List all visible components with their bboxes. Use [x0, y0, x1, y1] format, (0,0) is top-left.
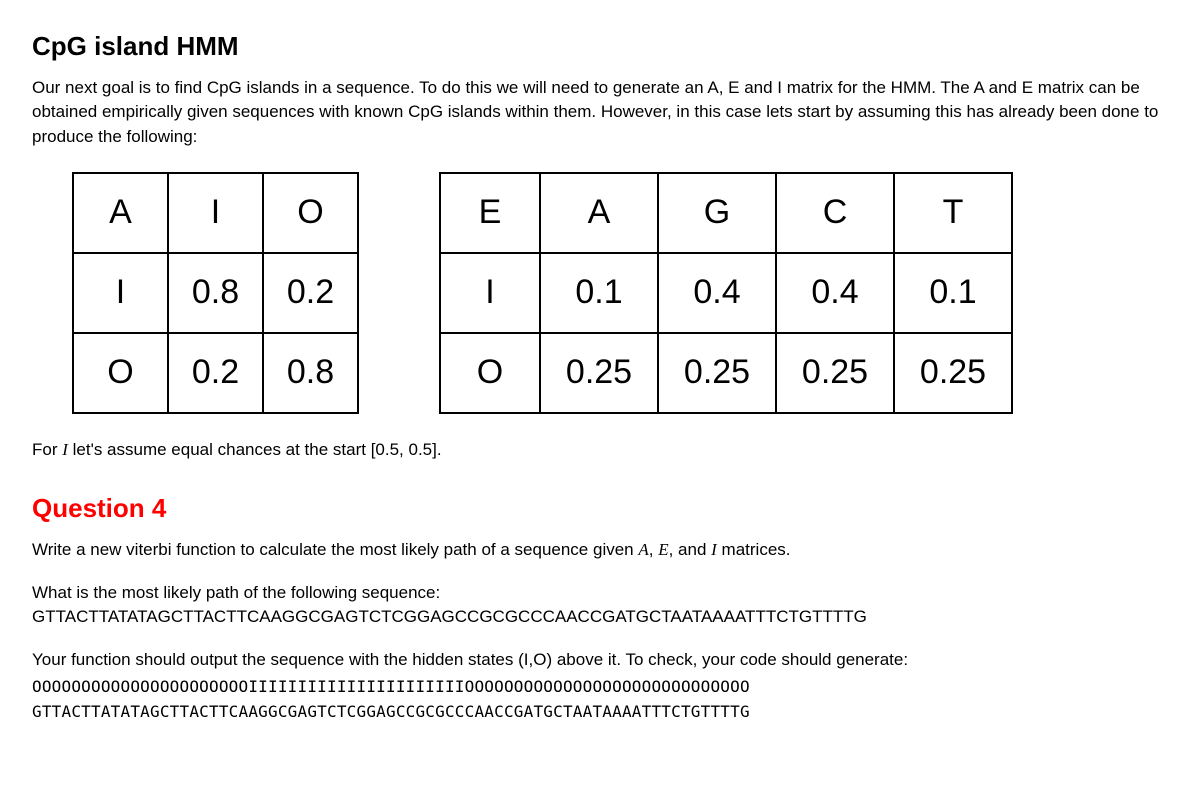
q-p3-text: Your function should output the sequence…	[32, 650, 908, 669]
a-matrix-col-1: O	[263, 173, 358, 253]
e-matrix-corner: E	[440, 173, 540, 253]
e-matrix-cell-1-0: 0.25	[540, 333, 658, 413]
e-matrix-cell-0-1: 0.4	[658, 253, 776, 333]
a-matrix-table: A I O I 0.8 0.2 O 0.2 0.8	[72, 172, 359, 414]
a-matrix-cell-0-1: 0.2	[263, 253, 358, 333]
e-matrix-col-1: G	[658, 173, 776, 253]
e-matrix-cell-1-1: 0.25	[658, 333, 776, 413]
a-matrix-cell-1-1: 0.8	[263, 333, 358, 413]
e-matrix-row-0-label: I	[440, 253, 540, 333]
a-matrix-row-0-label: I	[73, 253, 168, 333]
expected-sequence: GTTACTTATATAGCTTACTTCAAGGCGAGTCTCGGAGCCG…	[32, 700, 1168, 723]
e-matrix-col-3: T	[894, 173, 1012, 253]
e-matrix-cell-0-0: 0.1	[540, 253, 658, 333]
q-p1-a: Write a new viterbi function to calculat…	[32, 540, 638, 559]
sym-A: A	[638, 540, 648, 559]
sym-E: E	[658, 540, 668, 559]
question-p3: Your function should output the sequence…	[32, 648, 1168, 723]
q-p1-d: matrices.	[717, 540, 791, 559]
e-matrix-col-2: C	[776, 173, 894, 253]
a-matrix-row-1-label: O	[73, 333, 168, 413]
i-note-suffix: let's assume equal chances at the start …	[68, 440, 442, 459]
expected-states: OOOOOOOOOOOOOOOOOOOOOOIIIIIIIIIIIIIIIIII…	[32, 675, 1168, 698]
e-matrix-table: E A G C T I 0.1 0.4 0.4 0.1 O 0.25 0.25 …	[439, 172, 1013, 414]
e-matrix-row-1-label: O	[440, 333, 540, 413]
q-p1-b: ,	[649, 540, 658, 559]
section-title: CpG island HMM	[32, 28, 1168, 66]
question-p1: Write a new viterbi function to calculat…	[32, 538, 1168, 563]
matrices-row: A I O I 0.8 0.2 O 0.2 0.8 E A G C T I 0.…	[72, 172, 1168, 414]
question-p2: What is the most likely path of the foll…	[32, 581, 1168, 630]
e-matrix-cell-0-2: 0.4	[776, 253, 894, 333]
a-matrix-corner: A	[73, 173, 168, 253]
q-p2-text: What is the most likely path of the foll…	[32, 583, 440, 602]
q-sequence: GTTACTTATATAGCTTACTTCAAGGCGAGTCTCGGAGCCG…	[32, 607, 867, 626]
a-matrix-cell-0-0: 0.8	[168, 253, 263, 333]
e-matrix-cell-1-3: 0.25	[894, 333, 1012, 413]
e-matrix-cell-1-2: 0.25	[776, 333, 894, 413]
i-note-prefix: For	[32, 440, 62, 459]
q-p1-c: , and	[669, 540, 712, 559]
e-matrix-cell-0-3: 0.1	[894, 253, 1012, 333]
question-title: Question 4	[32, 490, 1168, 528]
e-matrix-col-0: A	[540, 173, 658, 253]
i-note: For I let's assume equal chances at the …	[32, 438, 1168, 463]
a-matrix-col-0: I	[168, 173, 263, 253]
a-matrix-cell-1-0: 0.2	[168, 333, 263, 413]
intro-paragraph: Our next goal is to find CpG islands in …	[32, 76, 1168, 150]
